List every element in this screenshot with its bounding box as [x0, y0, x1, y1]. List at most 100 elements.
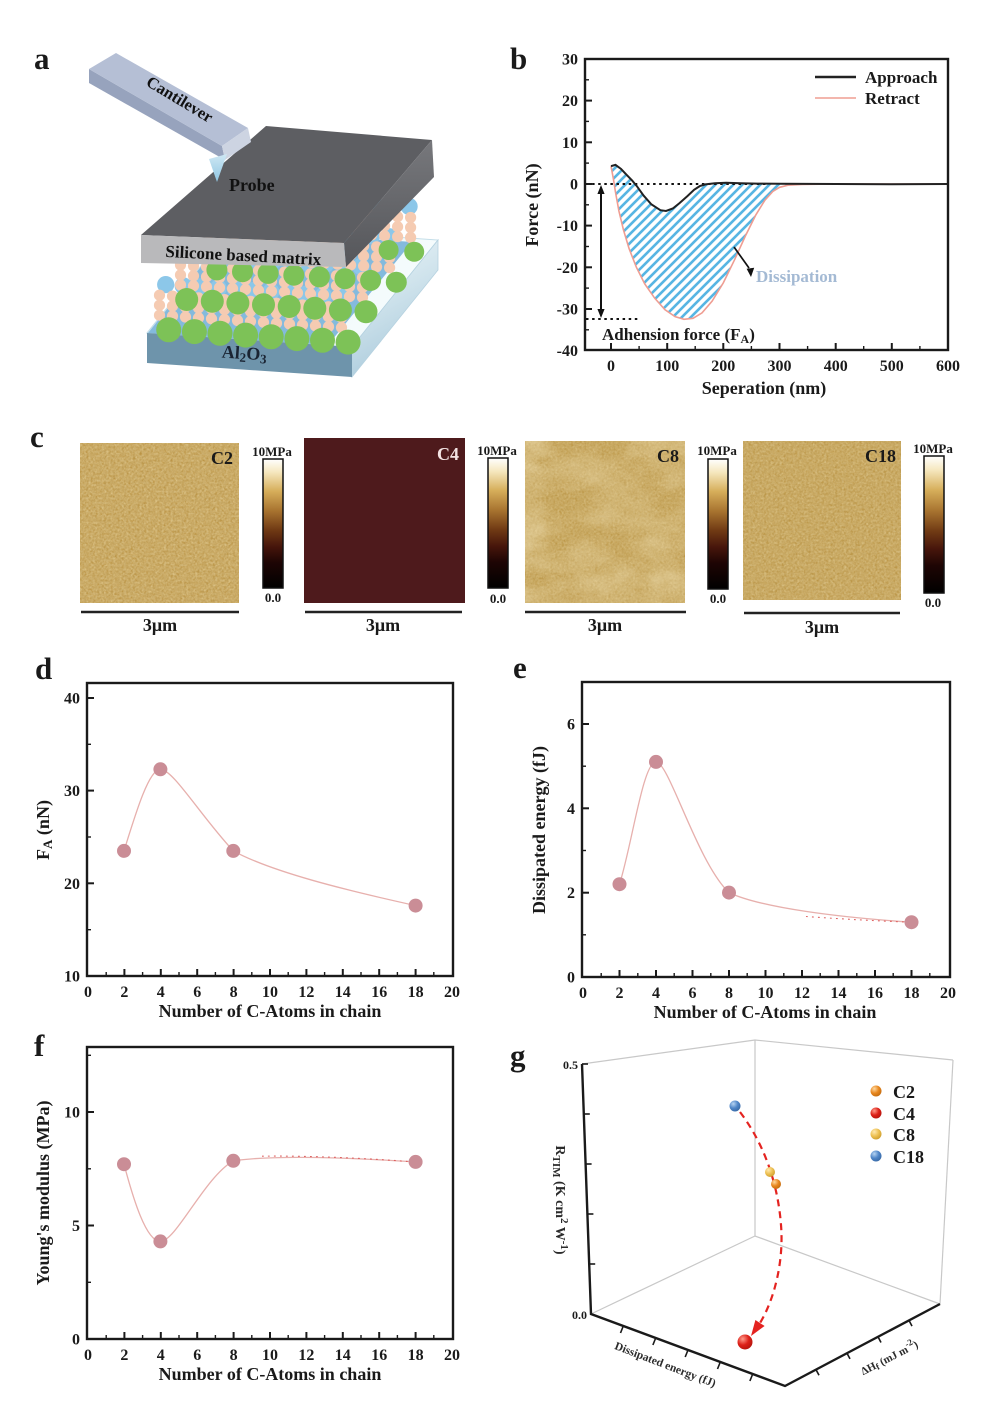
- svg-text:10: 10: [262, 1347, 278, 1364]
- svg-text:Young's modulus (MPa): Young's modulus (MPa): [33, 1100, 54, 1285]
- svg-text:12: 12: [794, 985, 810, 1002]
- svg-text:10MPa: 10MPa: [477, 443, 517, 458]
- svg-text:14: 14: [335, 1347, 351, 1364]
- svg-text:4: 4: [567, 801, 575, 818]
- svg-text:C18: C18: [893, 1147, 924, 1167]
- svg-text:Number of C-Atoms in chain: Number of C-Atoms in chain: [159, 1001, 382, 1021]
- svg-text:2: 2: [567, 885, 575, 902]
- svg-text:0.0: 0.0: [925, 595, 941, 610]
- svg-text:-40: -40: [557, 343, 578, 360]
- svg-text:0.5: 0.5: [563, 1058, 578, 1072]
- svg-text:4: 4: [157, 984, 165, 1001]
- svg-text:20: 20: [64, 876, 80, 893]
- svg-text:-20: -20: [557, 260, 578, 277]
- svg-text:2: 2: [120, 1347, 128, 1364]
- svg-text:8: 8: [230, 1347, 238, 1364]
- svg-text:6: 6: [193, 1347, 201, 1364]
- svg-text:0: 0: [567, 970, 575, 987]
- svg-text:d: d: [35, 651, 52, 686]
- svg-text:C4: C4: [893, 1104, 915, 1124]
- svg-text:C18: C18: [865, 446, 896, 466]
- svg-text:2: 2: [616, 985, 624, 1002]
- svg-text:10: 10: [64, 1105, 80, 1122]
- svg-text:Adhension force (FA): Adhension force (FA): [602, 325, 755, 346]
- svg-text:10: 10: [562, 135, 578, 152]
- svg-text:C8: C8: [893, 1125, 915, 1145]
- svg-text:14: 14: [831, 985, 847, 1002]
- svg-text:C4: C4: [437, 444, 459, 464]
- svg-text:100: 100: [655, 358, 679, 375]
- svg-text:FA (nN): FA (nN): [33, 800, 55, 860]
- svg-text:20: 20: [444, 1347, 460, 1364]
- svg-text:16: 16: [371, 1347, 387, 1364]
- svg-text:10: 10: [262, 984, 278, 1001]
- svg-text:200: 200: [711, 358, 735, 375]
- svg-text:10MPa: 10MPa: [913, 441, 953, 456]
- svg-text:Retract: Retract: [865, 89, 920, 108]
- svg-text:2: 2: [120, 984, 128, 1001]
- svg-text:20: 20: [562, 93, 578, 110]
- svg-text:10: 10: [758, 985, 774, 1002]
- svg-text:30: 30: [562, 52, 578, 69]
- svg-text:300: 300: [768, 358, 792, 375]
- svg-text:0: 0: [579, 985, 587, 1002]
- svg-text:Dissipation: Dissipation: [756, 267, 838, 286]
- svg-text:0: 0: [72, 1332, 80, 1349]
- svg-text:10MPa: 10MPa: [697, 443, 737, 458]
- svg-text:30: 30: [64, 783, 80, 800]
- svg-text:18: 18: [408, 984, 424, 1001]
- svg-text:12: 12: [298, 984, 314, 1001]
- svg-text:0.0: 0.0: [710, 591, 726, 606]
- svg-text:Approach: Approach: [865, 68, 938, 87]
- svg-text:14: 14: [335, 984, 351, 1001]
- svg-text:0: 0: [84, 1347, 92, 1364]
- svg-text:0: 0: [570, 177, 578, 194]
- svg-text:0.0: 0.0: [572, 1308, 587, 1322]
- svg-text:0: 0: [84, 984, 92, 1001]
- svg-text:3μm: 3μm: [366, 615, 400, 635]
- svg-text:Dissipated energy (fJ): Dissipated energy (fJ): [613, 1340, 718, 1390]
- svg-text:f: f: [34, 1028, 45, 1063]
- svg-text:8: 8: [725, 985, 733, 1002]
- svg-text:6: 6: [567, 717, 575, 734]
- svg-text:10MPa: 10MPa: [252, 444, 292, 459]
- svg-text:-30: -30: [557, 302, 578, 319]
- svg-text:c: c: [30, 419, 44, 454]
- svg-text:C2: C2: [211, 448, 233, 468]
- svg-text:Number of C-Atoms in chain: Number of C-Atoms in chain: [654, 1002, 877, 1022]
- svg-text:C8: C8: [657, 446, 679, 466]
- svg-text:g: g: [510, 1038, 526, 1073]
- svg-text:20: 20: [444, 984, 460, 1001]
- svg-text:Force (nN): Force (nN): [522, 163, 543, 246]
- svg-text:Seperation (nm): Seperation (nm): [702, 378, 827, 399]
- svg-text:Probe: Probe: [229, 175, 275, 195]
- svg-text:C2: C2: [893, 1082, 915, 1102]
- svg-text:6: 6: [689, 985, 697, 1002]
- svg-text:6: 6: [193, 984, 201, 1001]
- svg-text:12: 12: [298, 1347, 314, 1364]
- svg-text:400: 400: [824, 358, 848, 375]
- svg-text:5: 5: [72, 1218, 80, 1235]
- svg-text:4: 4: [652, 985, 660, 1002]
- svg-text:16: 16: [867, 985, 883, 1002]
- svg-text:RTIM (K cm2 W-1): RTIM (K cm2 W-1): [550, 1145, 570, 1254]
- svg-text:500: 500: [880, 358, 904, 375]
- svg-text:16: 16: [371, 984, 387, 1001]
- svg-text:3μm: 3μm: [805, 617, 839, 637]
- svg-text:8: 8: [230, 984, 238, 1001]
- svg-text:a: a: [34, 41, 50, 76]
- svg-text:0.0: 0.0: [265, 590, 281, 605]
- svg-text:Number of C-Atoms in chain: Number of C-Atoms in chain: [159, 1364, 382, 1384]
- svg-text:-10: -10: [557, 218, 578, 235]
- svg-text:4: 4: [157, 1347, 165, 1364]
- svg-text:600: 600: [936, 358, 960, 375]
- svg-text:b: b: [510, 41, 527, 76]
- svg-text:40: 40: [64, 691, 80, 708]
- svg-text:10: 10: [64, 969, 80, 986]
- svg-text:e: e: [513, 650, 527, 685]
- svg-text:0: 0: [607, 358, 615, 375]
- svg-text:3μm: 3μm: [143, 615, 177, 635]
- svg-text:20: 20: [940, 985, 956, 1002]
- svg-text:Dissipated energy (fJ): Dissipated energy (fJ): [529, 746, 550, 914]
- svg-text:0.0: 0.0: [490, 591, 506, 606]
